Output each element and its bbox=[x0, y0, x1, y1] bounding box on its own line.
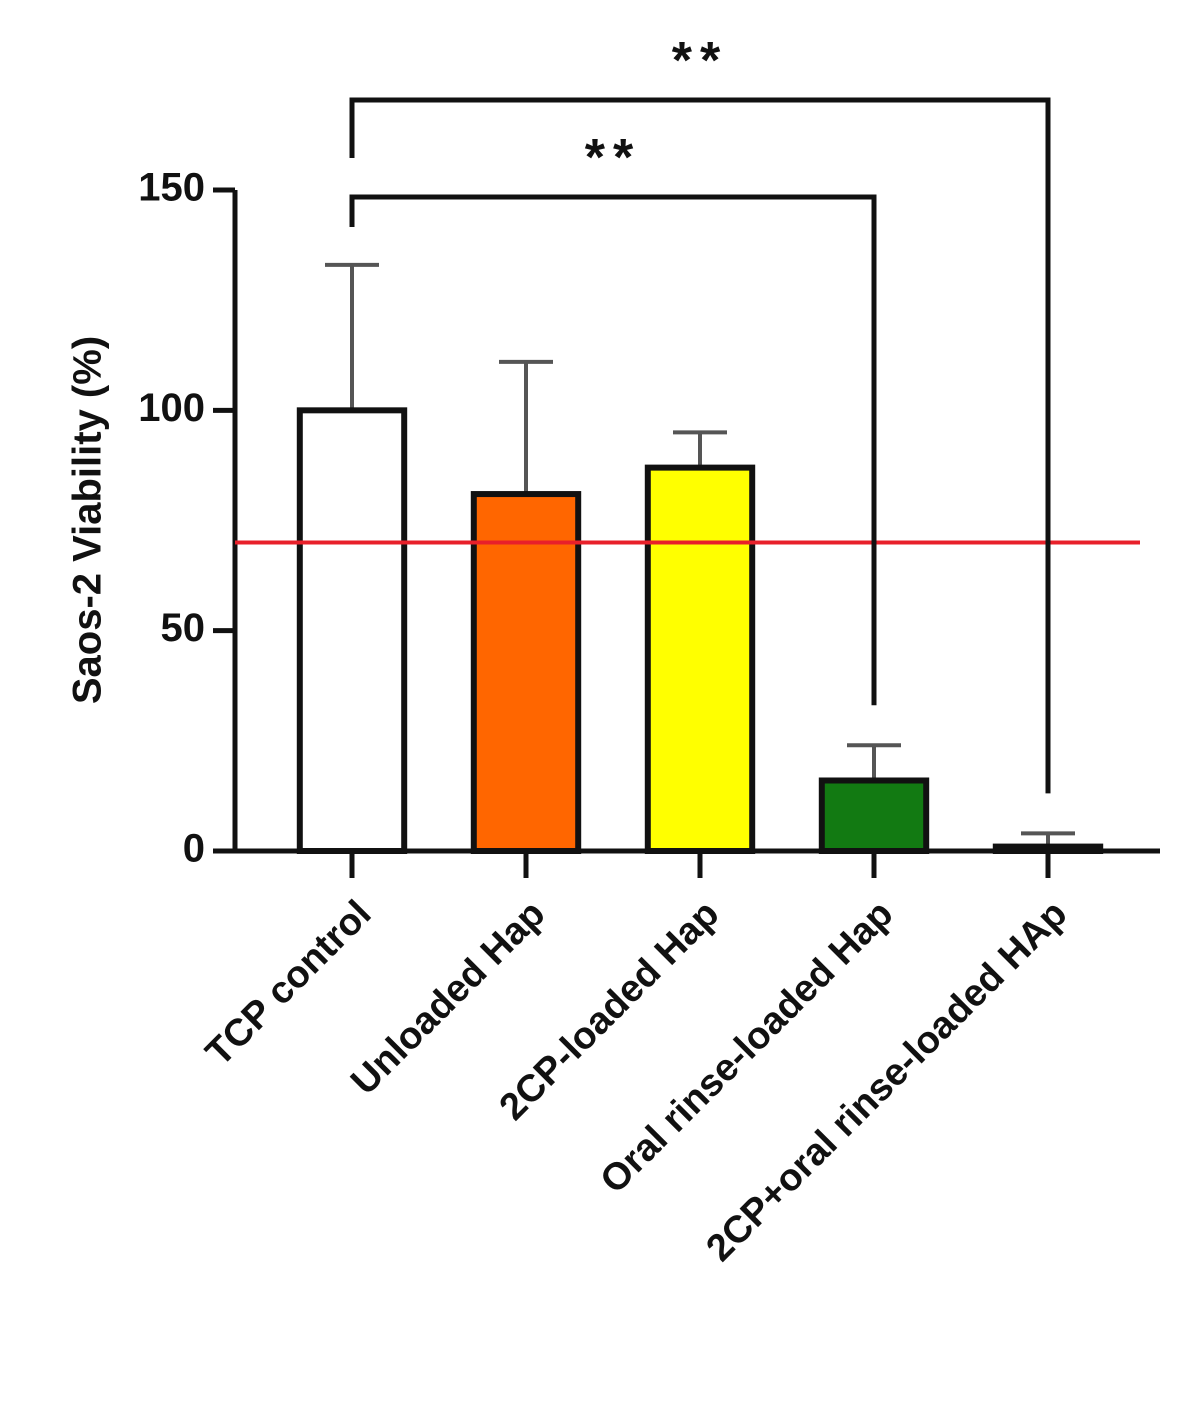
x-tick-label: TCP control bbox=[198, 893, 379, 1074]
y-tick-label: 150 bbox=[138, 166, 205, 210]
significance-bracket bbox=[349, 97, 1051, 794]
bar bbox=[470, 491, 582, 854]
y-tick-label: 100 bbox=[138, 386, 205, 430]
significance-label: ** bbox=[585, 129, 641, 187]
significance-bracket bbox=[349, 194, 877, 706]
y-axis-label: Saos-2 Viability (%) bbox=[66, 336, 110, 704]
y-tick-label: 0 bbox=[183, 827, 205, 871]
x-tick-label: 2CP+oral rinse-loaded HAp bbox=[699, 893, 1076, 1270]
y-tick-label: 50 bbox=[161, 606, 206, 650]
bar bbox=[644, 464, 756, 854]
bar bbox=[296, 407, 408, 854]
bar bbox=[818, 777, 930, 855]
x-tick-label: Oral rinse-loaded Hap bbox=[593, 893, 902, 1202]
significance-label: ** bbox=[672, 32, 728, 90]
